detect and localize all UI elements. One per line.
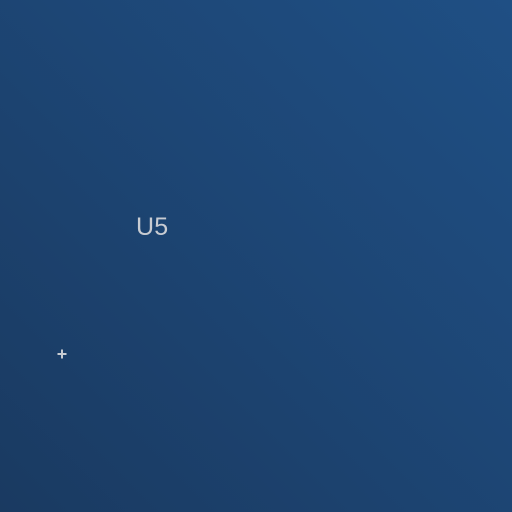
- crosshair-plus-icon[interactable]: [56, 348, 68, 360]
- region-label: U5: [136, 213, 169, 241]
